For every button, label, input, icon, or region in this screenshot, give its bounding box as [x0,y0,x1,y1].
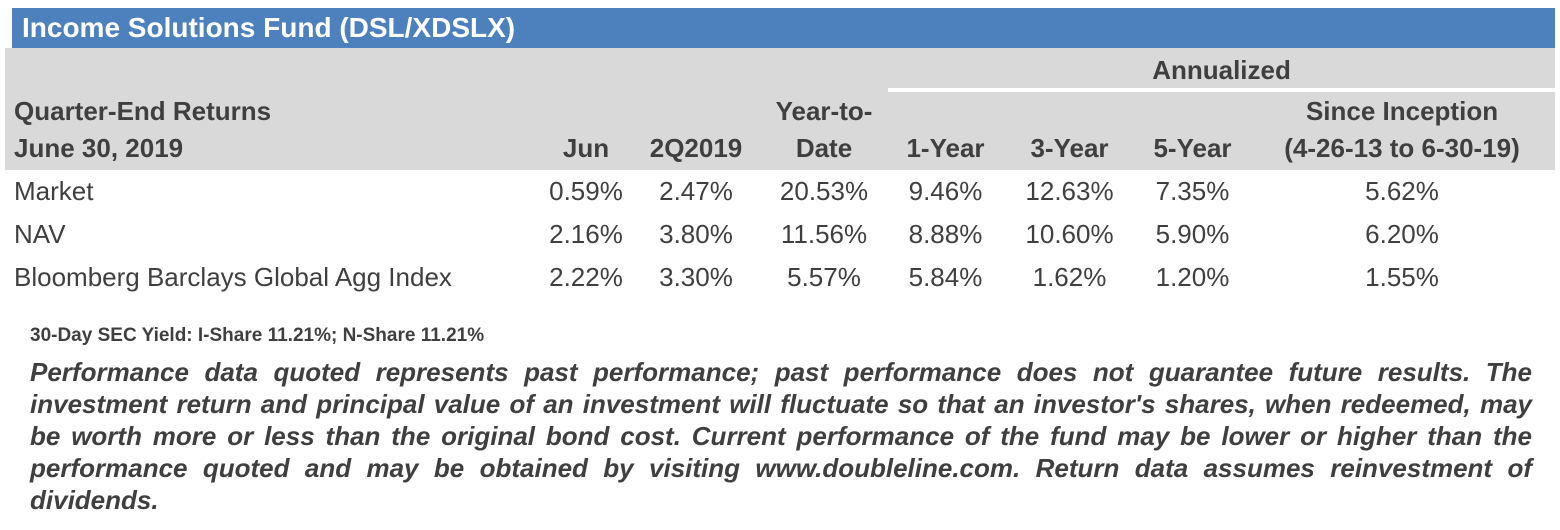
value-cell: 1.55% [1249,256,1556,299]
quarter-end-returns-label: Quarter-End Returns [14,96,272,126]
table-row-nav: NAV 2.16% 3.80% 11.56% 8.88% 10.60% 5.90… [5,213,1556,256]
value-cell: 9.46% [888,170,1003,213]
value-cell: 6.20% [1249,213,1556,256]
col-header-year-to-date: Year-to- Date [760,90,888,170]
value-cell: 0.59% [540,170,632,213]
row-label: Bloomberg Barclays Global Agg Index [5,256,540,299]
value-cell: 5.84% [888,256,1003,299]
value-cell: 7.35% [1136,170,1249,213]
value-cell: 8.88% [888,213,1003,256]
fund-title: Income Solutions Fund (DSL/XDSLX) [22,12,516,43]
row-label: Market [5,170,540,213]
value-cell: 1.20% [1136,256,1249,299]
footnotes: 30-Day SEC Yield: I-Share 11.21%; N-Shar… [30,325,1532,516]
sec-yield-note: 30-Day SEC Yield: I-Share 11.21%; N-Shar… [30,325,485,346]
table-row-benchmark: Bloomberg Barclays Global Agg Index 2.22… [5,256,1556,299]
value-cell: 10.60% [1003,213,1136,256]
table-caption: Quarter-End Returns June 30, 2019 [5,90,540,170]
returns-table: Annualized Quarter-End Returns June 30, … [5,48,1556,299]
value-cell: 3.80% [632,213,760,256]
value-cell: 1.62% [1003,256,1136,299]
column-header-row: Quarter-End Returns June 30, 2019 Jun 2Q… [5,90,1556,170]
value-cell: 2.16% [540,213,632,256]
col-header-2q2019: 2Q2019 [632,90,760,170]
value-cell: 11.56% [760,213,888,256]
fund-title-bar: Income Solutions Fund (DSL/XDSLX) [12,8,1555,48]
annualized-spacer [5,48,888,90]
table-row-market: Market 0.59% 2.47% 20.53% 9.46% 12.63% 7… [5,170,1556,213]
col-header-3-year: 3-Year [1003,90,1136,170]
col-header-since-inception: Since Inception (4-26-13 to 6-30-19) [1249,90,1556,170]
value-cell: 2.22% [540,256,632,299]
value-cell: 5.57% [760,256,888,299]
value-cell: 20.53% [760,170,888,213]
col-header-jun: Jun [540,90,632,170]
row-label: NAV [5,213,540,256]
value-cell: 3.30% [632,256,760,299]
value-cell: 12.63% [1003,170,1136,213]
value-cell: 5.62% [1249,170,1556,213]
performance-disclaimer: Performance data quoted represents past … [30,357,1532,515]
col-header-1-year: 1-Year [888,90,1003,170]
as-of-date: June 30, 2019 [14,133,184,163]
value-cell: 2.47% [632,170,760,213]
col-header-5-year: 5-Year [1136,90,1249,170]
annualized-group-header: Annualized [888,48,1556,92]
annualized-header-row: Annualized [5,48,1556,92]
value-cell: 5.90% [1136,213,1249,256]
